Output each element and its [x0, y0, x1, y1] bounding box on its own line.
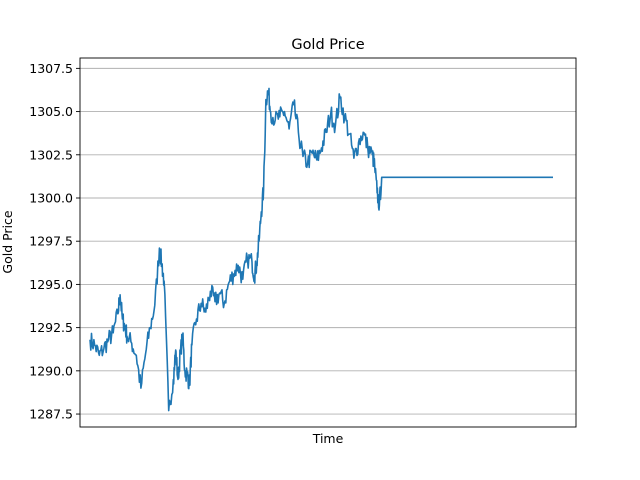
- y-axis: 1287.5 1290.0 1292.5 1295.0 1297.5 1300.0 1302…: [29, 61, 80, 422]
- y-axis-label: Gold Price: [0, 210, 15, 274]
- y-tick-label: 1305.0: [29, 104, 73, 119]
- y-tick-label: 1292.5: [29, 320, 73, 335]
- grid: [80, 67, 576, 415]
- gold-price-line: [89, 87, 553, 412]
- chart-title: Gold Price: [291, 37, 364, 53]
- series: [89, 87, 553, 412]
- plot-frame: [79, 57, 577, 428]
- y-tick-label: 1300.0: [29, 190, 73, 205]
- y-tick-label: 1295.0: [29, 277, 73, 292]
- y-tick-label: 1297.5: [29, 234, 73, 249]
- y-tick-label: 1302.5: [29, 147, 73, 162]
- y-tick-label: 1290.0: [29, 363, 73, 378]
- y-tick-label: 1307.5: [29, 61, 73, 76]
- y-tick-label: 1287.5: [29, 407, 73, 422]
- x-axis-label: Time: [312, 431, 344, 446]
